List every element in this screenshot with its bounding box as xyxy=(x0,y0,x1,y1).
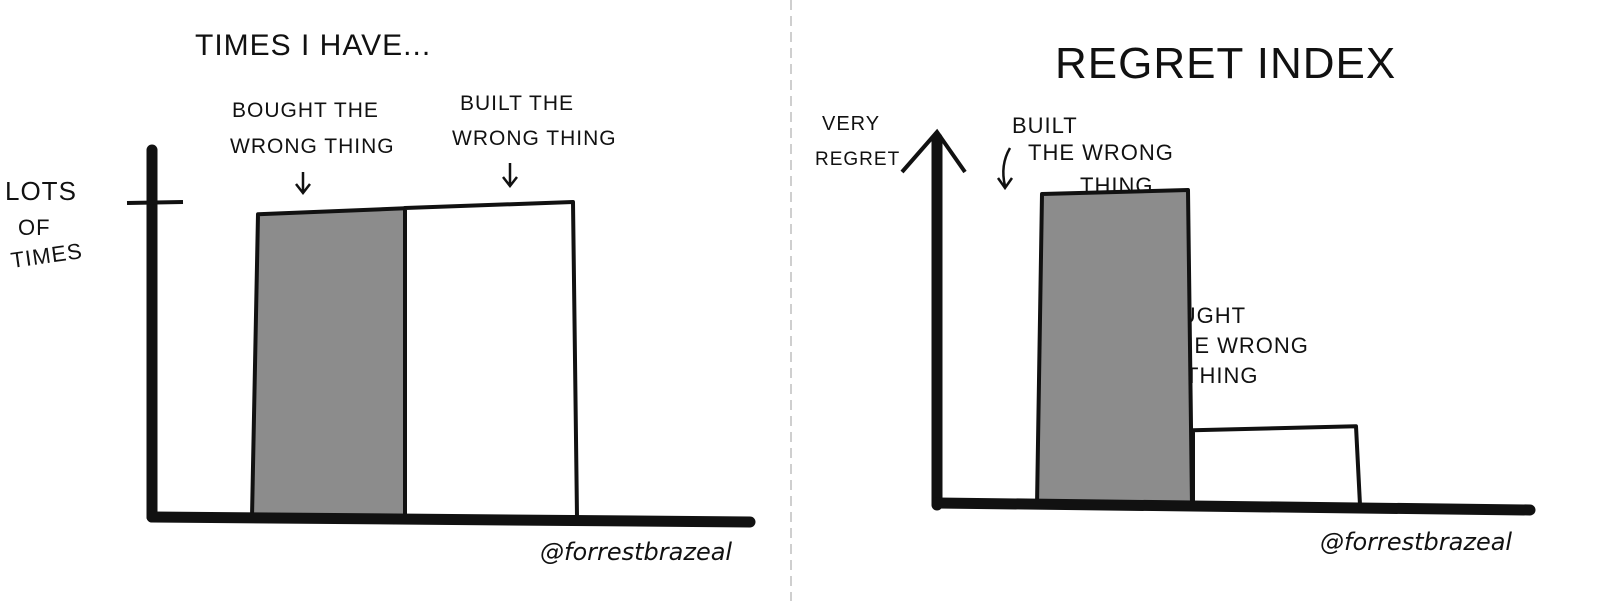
right-ylabel-line1: VERY xyxy=(822,113,880,135)
left-chart: TIMES I HAVE... BOUGHT THE WRONG THING B… xyxy=(5,29,756,566)
y-axis-arrowhead-icon xyxy=(900,128,967,174)
left-ytick-line3: TIMES xyxy=(9,238,84,273)
right-x-axis xyxy=(931,497,1536,516)
left-chart-title: TIMES I HAVE... xyxy=(195,29,431,62)
left-x-axis xyxy=(146,511,756,528)
arrow-down-icon xyxy=(996,147,1014,191)
left-label-bought-line1: BOUGHT THE xyxy=(232,99,379,122)
left-label-bought-line2: WRONG THING xyxy=(230,135,395,158)
left-ytick-line1: LOTS xyxy=(5,176,77,206)
right-credit: @forrestbrazeal xyxy=(1320,528,1512,556)
right-label-built-line1: BUILT xyxy=(1012,113,1078,138)
left-label-built-line1: BUILT THE xyxy=(460,92,574,115)
bar-bought-the-wrong-thing xyxy=(1191,424,1362,507)
bar-built-the-wrong-thing xyxy=(1035,188,1194,507)
left-label-built-line2: WRONG THING xyxy=(452,127,617,150)
arrow-down-icon xyxy=(502,163,518,189)
bar-bought-the-wrong-thing xyxy=(250,206,411,519)
arrow-down-icon xyxy=(295,172,311,196)
left-ytick-line2: OF xyxy=(18,215,51,240)
right-label-built-line2: THE WRONG xyxy=(1028,140,1174,165)
bar-built-the-wrong-thing xyxy=(403,200,579,519)
right-label-bought-line3: THING xyxy=(1185,363,1258,388)
left-credit: @forrestbrazeal xyxy=(540,538,732,566)
right-chart-title: REGRET INDEX xyxy=(1055,39,1396,88)
left-ytick xyxy=(126,200,184,205)
right-ylabel-line2: REGRET xyxy=(815,149,900,170)
right-chart: REGRET INDEX VERY REGRET BUILT THE WRONG… xyxy=(815,39,1536,556)
